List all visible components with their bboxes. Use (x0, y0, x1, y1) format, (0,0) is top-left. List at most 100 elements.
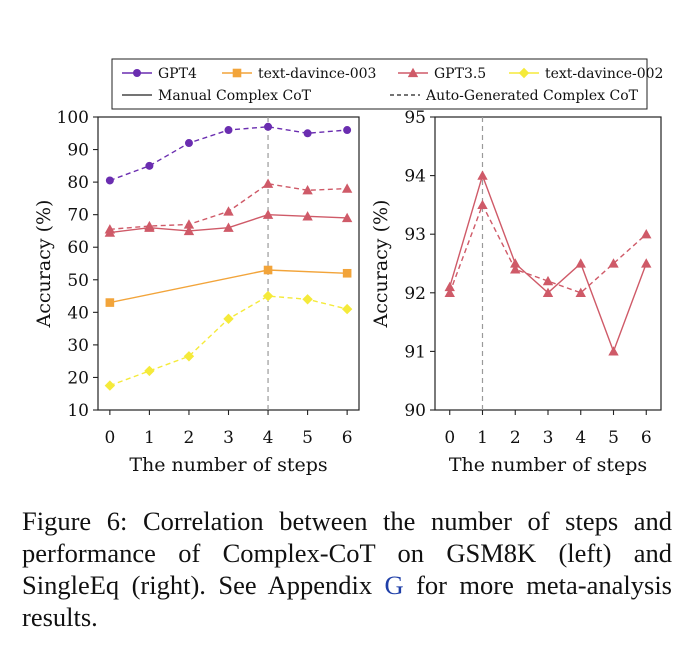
y-tick-label-1-4: 94 (404, 167, 426, 187)
data-point-0-1-2 (183, 219, 195, 229)
x-tick-label-0-3: 3 (223, 428, 234, 448)
data-point-0-4-6 (341, 303, 353, 315)
data-point-0-2-3 (223, 222, 234, 232)
series-line-1-0 (449, 173, 647, 354)
x-axis-label-1: The number of steps (449, 454, 647, 476)
data-point-0-1-3 (223, 206, 234, 216)
y-tick-label-0-1: 20 (67, 368, 89, 388)
x-tick-label-1-5: 5 (608, 428, 619, 448)
data-point-0-2-1 (144, 222, 155, 232)
data-point-1-0-1 (477, 170, 488, 180)
data-point-1-0-4 (575, 258, 586, 268)
x-tick-label-0-4: 4 (263, 428, 274, 448)
x-tick-label-0-6: 6 (342, 428, 353, 448)
data-point-0-0-6 (343, 126, 352, 135)
data-point-1-1-3 (542, 275, 554, 286)
y-tick-label-0-9: 100 (57, 108, 89, 128)
legend-label-0: GPT4 (158, 66, 197, 82)
figure: GPT4 text-davince-003 GPT3.5 text-davince-0… (33, 58, 663, 476)
legend-label-3: text-davince-002 (545, 66, 663, 82)
legend-style-label-1: Auto-Generated Complex CoT (425, 88, 639, 104)
y-tick-label-1-1: 91 (404, 342, 426, 362)
y-axis-label-1: Accuracy (%) (370, 200, 392, 329)
data-point-1-1-5 (608, 258, 619, 268)
y-tick-label-1-5: 95 (404, 108, 426, 128)
y-tick-label-0-8: 90 (67, 141, 89, 161)
data-point-1-1-4 (575, 287, 586, 297)
data-point-1-1-1 (477, 199, 488, 210)
data-point-1-0-3 (542, 287, 554, 297)
data-point-0-2-2 (183, 225, 195, 236)
x-tick-label-1-3: 3 (543, 428, 554, 448)
data-point-0-2-6 (341, 212, 353, 223)
data-point-0-4-4 (262, 290, 274, 302)
data-point-0-1-6 (341, 183, 353, 193)
legend-label-1: text-davince-003 (258, 66, 376, 82)
data-point-0-4-3 (223, 313, 234, 325)
y-tick-label-1-2: 92 (404, 284, 426, 304)
data-point-0-0-5 (303, 129, 312, 138)
figure-caption: Figure 6: Correlation between the number… (22, 505, 672, 633)
data-point-0-3-2 (342, 268, 352, 278)
caption-text-before: Figure 6: Correlation between the number… (22, 506, 672, 600)
data-point-0-4-5 (302, 294, 313, 305)
y-axis-label-0: Accuracy (%) (33, 200, 55, 329)
y-tick-label-0-2: 30 (67, 336, 89, 356)
data-point-1-0-5 (608, 346, 619, 356)
data-point-0-4-2 (183, 351, 195, 362)
data-point-0-0-4 (264, 122, 273, 131)
x-tick-label-1-4: 4 (575, 428, 586, 448)
x-tick-label-1-2: 2 (510, 428, 521, 448)
chart-right: 90 91 92 93 94 95 0 1 2 3 4 5 6 The number of steps Ac… (370, 108, 662, 476)
y-tick-label-0-7: 80 (67, 173, 89, 193)
data-point-0-4-0 (104, 380, 116, 391)
series-line-0-0 (109, 126, 348, 182)
x-tick-label-1-1: 1 (477, 428, 488, 448)
data-point-1-1-0 (444, 287, 455, 297)
x-tick-label-1-0: 0 (444, 428, 455, 448)
data-point-1-1-6 (641, 229, 652, 239)
legend-marker-2 (407, 67, 419, 78)
data-point-0-0-1 (145, 161, 154, 170)
data-point-1-1-2 (510, 264, 521, 274)
x-tick-label-0-0: 0 (104, 428, 115, 448)
x-axis-label-0: The number of steps (129, 454, 327, 476)
x-tick-label-0-1: 1 (144, 428, 155, 448)
data-point-0-2-5 (302, 211, 313, 221)
legend: GPT4 text-davince-003 GPT3.5 text-davince-0… (111, 58, 663, 110)
x-tick-label-0-5: 5 (302, 428, 313, 448)
series-line-0-3 (109, 269, 348, 304)
legend-style-label-0: Manual Complex CoT (158, 88, 312, 104)
x-tick-label-1-6: 6 (641, 428, 652, 448)
legend-marker-1 (232, 68, 242, 78)
data-point-1-0-0 (444, 281, 455, 292)
data-point-0-1-5 (302, 185, 313, 195)
data-point-1-0-2 (510, 258, 521, 268)
data-point-0-0-2 (184, 139, 193, 148)
data-point-0-3-0 (105, 298, 115, 307)
data-point-0-0-3 (224, 126, 233, 135)
appendix-link[interactable]: G (384, 570, 404, 600)
plot-frame-0 (97, 116, 360, 411)
plot-frame-1 (434, 116, 662, 411)
y-tick-label-0-6: 70 (67, 206, 89, 226)
y-tick-label-1-0: 90 (404, 401, 426, 421)
data-point-0-1-4 (262, 178, 274, 188)
y-tick-label-0-4: 50 (67, 271, 89, 291)
legend-label-2: GPT3.5 (434, 66, 486, 82)
data-point-1-0-6 (641, 258, 652, 268)
y-tick-label-1-3: 93 (404, 225, 426, 245)
legend-marker-0 (133, 69, 141, 77)
y-tick-label-0-5: 60 (67, 238, 89, 258)
data-point-0-2-0 (104, 227, 116, 237)
legend-frame (111, 58, 648, 110)
caption-text-after: for more meta-analysis results. (22, 570, 672, 632)
x-tick-label-0-2: 2 (184, 428, 195, 448)
data-point-0-4-1 (144, 365, 155, 377)
y-tick-label-0-3: 40 (67, 303, 89, 323)
data-point-0-0-0 (105, 176, 114, 185)
data-point-0-2-4 (262, 209, 274, 219)
legend-marker-3 (518, 67, 530, 79)
data-point-0-3-1 (263, 265, 273, 275)
chart-left: 10 20 30 40 50 60 70 80 90 100 0 1 2 3 4 5 6 The number o… (33, 108, 360, 476)
